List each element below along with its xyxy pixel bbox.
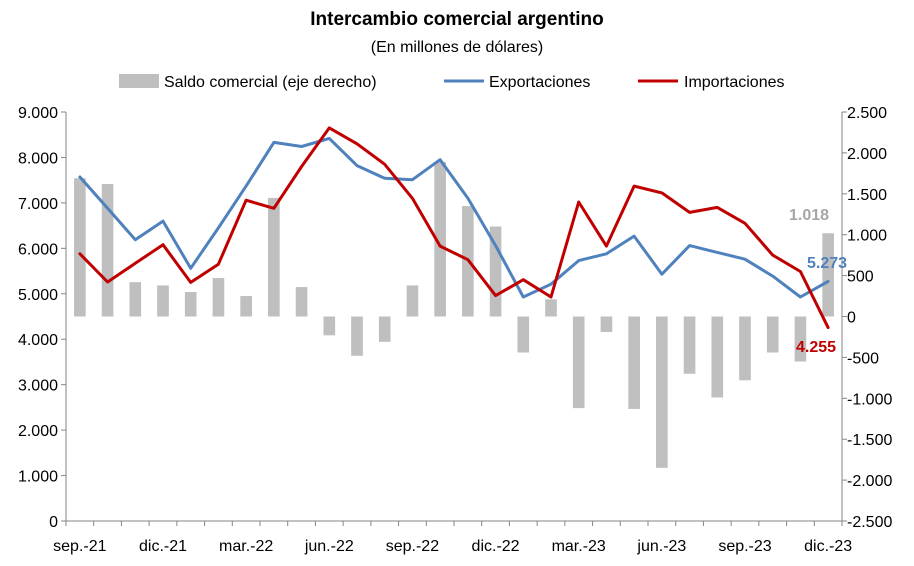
right-tick-label: 1.000 xyxy=(847,228,887,245)
lines xyxy=(78,126,830,330)
legend-label-exportaciones: Exportaciones xyxy=(489,74,590,91)
x-tick-label: dic.-21 xyxy=(139,538,187,555)
left-tick-label: 3.000 xyxy=(18,378,58,395)
bar-saldo-mar.-22 xyxy=(240,296,252,317)
bar-saldo-dic.-22 xyxy=(489,226,502,317)
bar-saldo-dic.-21 xyxy=(157,285,169,317)
axes: 0 1.000 2.000 3.000 4.000 5.000 6.000 7.000 8.00… xyxy=(18,105,893,555)
x-tick-label: mar.-23 xyxy=(552,538,606,555)
bar-saldo-ago.-22 xyxy=(378,316,391,342)
bar-saldo-abr.-23 xyxy=(600,316,613,333)
bar-saldo-oct.-23 xyxy=(766,316,779,353)
legend-label-importaciones: Importaciones xyxy=(684,74,785,91)
right-tick-label: 1.500 xyxy=(847,187,887,204)
bar-saldo-jun.-22 xyxy=(323,316,336,336)
left-tick-label: 5.000 xyxy=(18,287,58,304)
bar-saldo-jul.-22 xyxy=(351,316,363,356)
bar-saldo-dic.-23 xyxy=(822,233,834,317)
annotations: 1.018 5.273 4.255 xyxy=(789,207,847,356)
left-tick-label: 6.000 xyxy=(18,241,58,258)
bar-saldo-ene.-23 xyxy=(517,316,530,353)
left-tick-label: 2.000 xyxy=(18,423,58,440)
line-exportaciones xyxy=(78,136,830,299)
bar-saldo-sep.-22 xyxy=(406,285,419,317)
left-tick-label: 9.000 xyxy=(18,105,58,122)
bar-saldo-oct.-21 xyxy=(101,183,114,317)
x-tick-label: jun.-23 xyxy=(636,538,686,555)
bar-saldo-ene.-22 xyxy=(184,291,197,317)
bar-saldo-nov.-21 xyxy=(129,282,142,317)
right-tick-label: -2.000 xyxy=(847,473,892,490)
legend-label-saldo: Saldo comercial (eje derecho) xyxy=(164,74,377,91)
left-tick-label: 8.000 xyxy=(18,150,58,167)
x-tick-label: sep.-21 xyxy=(53,538,106,555)
bar-saldo-may.-22 xyxy=(295,287,308,317)
x-tick-label: mar.-22 xyxy=(219,538,273,555)
annotation-importaciones: 4.255 xyxy=(796,339,836,356)
bar-saldo-feb.-23 xyxy=(545,299,557,317)
bar-saldo-abr.-22 xyxy=(268,197,280,317)
right-tick-label: -1.500 xyxy=(847,432,892,449)
x-tick-label: dic.-23 xyxy=(804,538,852,555)
right-tick-label: -2.500 xyxy=(847,514,892,531)
left-tick-label: 4.000 xyxy=(18,332,58,349)
bar-saldo-oct.-22 xyxy=(434,161,446,317)
bar-saldo-sep.-21 xyxy=(74,178,86,317)
bar-saldo-feb.-22 xyxy=(212,278,225,317)
annotation-saldo: 1.018 xyxy=(789,207,829,224)
right-tick-label: -1.000 xyxy=(847,391,892,408)
x-tick-label: sep.-22 xyxy=(386,538,439,555)
right-tick-label: 2.000 xyxy=(847,146,887,163)
left-tick-label: 7.000 xyxy=(18,196,58,213)
bar-saldo-jun.-23 xyxy=(656,316,668,468)
x-tick-label: jun.-22 xyxy=(304,538,354,555)
right-tick-label: -500 xyxy=(847,350,879,367)
bar-saldo-mar.-23 xyxy=(572,316,585,409)
chart-title: Intercambio comercial argentino xyxy=(310,9,604,30)
legend: Saldo comercial (eje derecho) Exportacio… xyxy=(119,74,785,91)
x-tick-label: dic.-22 xyxy=(472,538,520,555)
right-tick-label: 0 xyxy=(847,310,856,327)
line-importaciones xyxy=(78,126,830,330)
right-tick-label: 2.500 xyxy=(847,105,887,122)
bar-saldo-may.-23 xyxy=(628,316,640,409)
bar-saldo-nov.-23 xyxy=(794,316,807,362)
bar-saldo-sep.-23 xyxy=(739,316,751,381)
x-tick-label: sep.-23 xyxy=(718,538,771,555)
bar-saldo-ago.-23 xyxy=(711,316,724,398)
legend-swatch-saldo xyxy=(119,74,159,88)
left-tick-label: 1.000 xyxy=(18,469,58,486)
bar-saldo-jul.-23 xyxy=(683,316,696,374)
annotation-exportaciones: 5.273 xyxy=(807,255,847,272)
left-tick-label: 0 xyxy=(49,514,58,531)
chart-subtitle: (En millones de dólares) xyxy=(371,39,544,56)
right-tick-label: 500 xyxy=(847,269,874,286)
